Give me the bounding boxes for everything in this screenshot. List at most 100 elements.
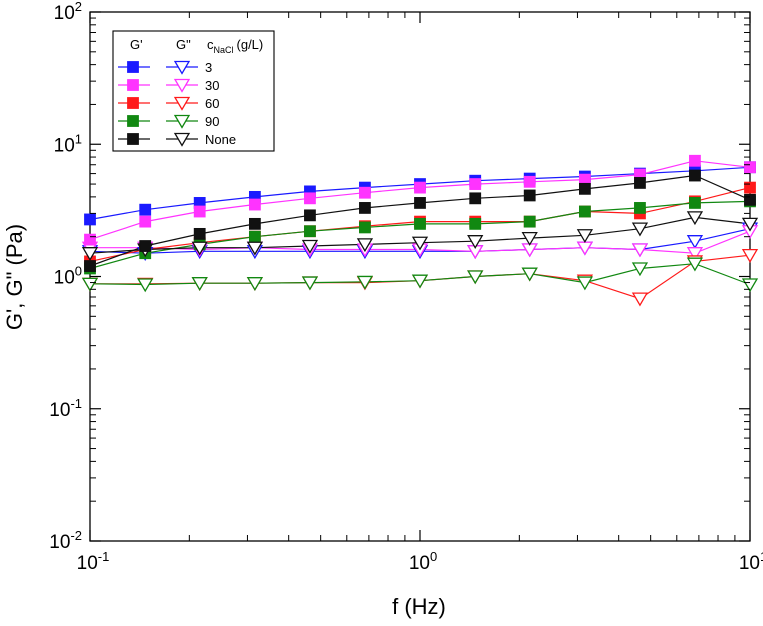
g-prime-point (414, 181, 426, 194)
x-tick-label-base: 10 (409, 553, 430, 574)
legend-g-double-prime-marker (173, 96, 191, 111)
g-double-prime-point (191, 277, 208, 291)
g-prime-point (634, 177, 646, 189)
legend-label: 60 (205, 96, 219, 111)
legend-label: None (205, 132, 236, 147)
g-prime-point (469, 217, 482, 230)
x-tick-label-base: 10 (739, 553, 760, 574)
g-double-prime-point (741, 217, 759, 232)
legend-g-prime-marker (127, 133, 139, 145)
g-double-prime-point (81, 277, 99, 292)
g-double-prime-point (686, 247, 704, 262)
x-tick-label-base: 10 (77, 553, 98, 574)
legend-conc-symbol: c (207, 37, 214, 52)
x-tick-label-exponent: -1 (98, 549, 110, 564)
g-double-prime-point (741, 278, 759, 293)
legend-g-double-prime-marker (173, 132, 191, 147)
legend-label: 90 (205, 114, 219, 129)
series-layer (81, 154, 759, 307)
legend-g-prime-marker (127, 97, 139, 109)
g-prime-point (84, 260, 96, 272)
y-tick-label: 101 (54, 131, 82, 156)
y-tick-label-exponent: 1 (75, 131, 82, 146)
g-prime-point (84, 213, 96, 226)
g-prime-point (359, 221, 371, 234)
legend-g-prime-marker (127, 61, 139, 73)
g-double-prime-point (631, 292, 649, 307)
g-prime-point (414, 217, 426, 230)
legend-entry-60: 60 (118, 96, 219, 111)
g-prime-point (193, 205, 206, 218)
g-prime-point (359, 202, 371, 214)
g-prime-point (304, 225, 316, 238)
legend-g-double-prime-marker (173, 114, 191, 129)
g-double-prime-point (356, 275, 374, 290)
g-prime-point (359, 186, 371, 199)
g-double-prime-point (137, 278, 154, 293)
y-tick-label: 100 (54, 264, 82, 289)
y-tick-label: 102 (54, 0, 82, 24)
y-tick-label-base: 10 (54, 3, 75, 24)
g-prime-point (744, 181, 756, 194)
y-tick-label: 10-2 (49, 528, 82, 553)
g-prime-point (523, 175, 536, 188)
legend-header-g-double-prime: G" (176, 37, 191, 52)
g-prime-point (248, 217, 261, 230)
g-double-prime-point (686, 235, 704, 249)
y-tick-label-base: 10 (54, 268, 75, 289)
g-double-prime-point (467, 270, 484, 285)
legend-g-double-prime-marker (173, 78, 191, 93)
legend-header-concentration: cNaCl (g/L) (207, 37, 263, 55)
g-double-prime-point (631, 222, 649, 237)
x-tick-label: 10-1 (77, 549, 110, 574)
y-tick-label-exponent: -1 (70, 396, 82, 411)
legend-entry-3: 3 (118, 60, 212, 75)
legend-label: 30 (205, 78, 219, 93)
g-prime-point (139, 215, 152, 228)
legend-g-double-prime-marker (173, 60, 191, 75)
g-prime-point (304, 209, 316, 222)
g-double-prime-point (191, 241, 208, 256)
g-prime-point (744, 161, 756, 174)
legend-entry-30: 30 (118, 78, 219, 93)
g-double-prime-point (576, 229, 594, 244)
legend: G' G" cNaCl (g/L) 3 30 60 90 None (112, 30, 275, 152)
g-prime-point (469, 192, 482, 205)
legend-g-prime-marker (127, 79, 139, 91)
g-double-prime-point (467, 235, 484, 249)
g-prime-point (578, 205, 591, 218)
g-prime-point (248, 198, 261, 211)
x-tick-label: 101 (739, 549, 763, 574)
x-tick-label-exponent: 0 (430, 549, 437, 564)
g-prime-point (523, 189, 536, 202)
g-prime-point (469, 178, 482, 190)
g-prime-point (578, 182, 591, 195)
g-prime-point (689, 154, 701, 167)
g-double-prime-point (246, 241, 264, 256)
legend-box (112, 30, 275, 152)
legend-header-g-prime: G' (130, 37, 143, 52)
x-tick-label: 100 (409, 549, 437, 574)
legend-conc-unit: (g/L) (237, 37, 264, 52)
g-double-prime-point (246, 277, 264, 291)
g-double-prime-point (576, 276, 594, 291)
y-tick-label-exponent: 0 (75, 264, 82, 279)
g-double-prime-point (411, 274, 429, 289)
series-none-markers (81, 169, 759, 272)
y-tick-label-exponent: -2 (70, 528, 82, 543)
legend-entry-90: 90 (118, 114, 219, 129)
x-axis-label: f (Hz) (392, 594, 446, 619)
g-double-prime-point (301, 239, 319, 254)
g-prime-point (744, 193, 756, 206)
y-tick-label-base: 10 (49, 400, 70, 421)
g-double-prime-point (81, 247, 99, 262)
g-prime-point (689, 197, 701, 209)
g-prime-point (139, 240, 152, 252)
g-prime-point (414, 197, 426, 209)
g-prime-point (193, 227, 206, 240)
y-tick-label: 10-1 (49, 396, 82, 421)
legend-entry-none: None (118, 132, 236, 147)
g-double-prime-point (521, 267, 538, 282)
